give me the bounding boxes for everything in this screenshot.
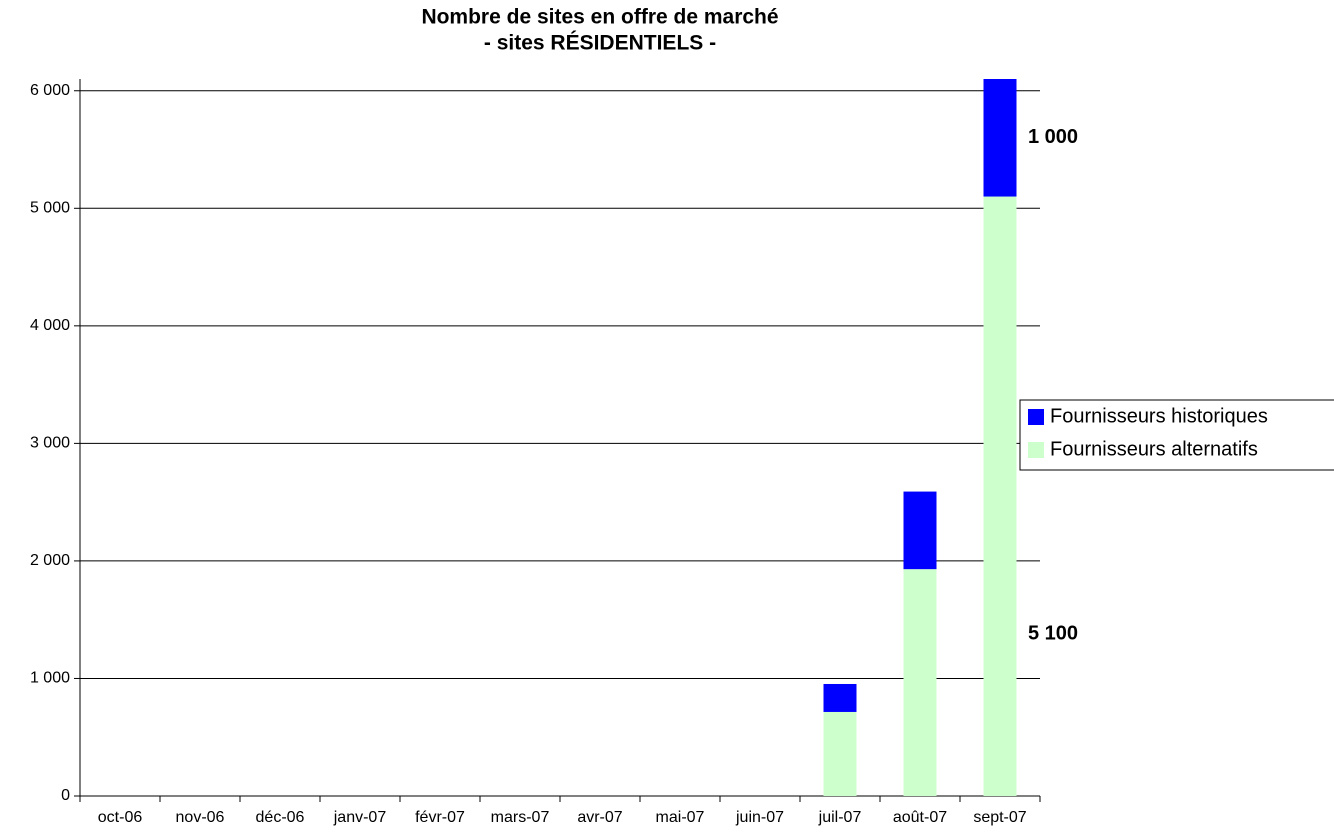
bar-segment (903, 569, 937, 796)
x-tick-label: mai-07 (656, 809, 705, 826)
y-tick-label: 0 (61, 787, 70, 804)
y-tick-label: 5 000 (30, 200, 70, 217)
x-tick-label: déc-06 (256, 809, 305, 826)
y-tick-label: 4 000 (30, 317, 70, 334)
legend-swatch (1028, 409, 1044, 425)
x-tick-label: oct-06 (98, 809, 143, 826)
y-tick-label: 6 000 (30, 82, 70, 99)
legend-box (1019, 399, 1334, 471)
x-tick-label: juin-07 (735, 809, 784, 826)
x-tick-label: janv-07 (333, 809, 387, 826)
legend-swatch (1028, 442, 1044, 458)
y-tick-label: 3 000 (30, 435, 70, 452)
x-tick-label: mars-07 (491, 809, 550, 826)
bar-segment (823, 711, 857, 796)
x-tick-label: févr-07 (415, 809, 465, 826)
bar-segment (903, 491, 937, 570)
legend-label: Fournisseurs alternatifs (1050, 438, 1258, 460)
bar-segment (983, 79, 1017, 197)
chart-title: Nombre de sites en offre de marché (421, 6, 778, 29)
value-label: 1 000 (1028, 126, 1078, 148)
value-label: 5 100 (1028, 622, 1078, 644)
x-tick-label: juil-07 (818, 809, 862, 826)
x-tick-label: nov-06 (176, 809, 225, 826)
x-tick-label: avr-07 (577, 809, 622, 826)
x-tick-label: août-07 (893, 809, 947, 826)
chart-subtitle: - sites RÉSIDENTIELS - (484, 32, 716, 55)
legend-label: Fournisseurs historiques (1050, 405, 1268, 427)
bar-segment (983, 196, 1017, 796)
y-tick-label: 1 000 (30, 670, 70, 687)
x-tick-label: sept-07 (973, 809, 1026, 826)
y-tick-label: 2 000 (30, 552, 70, 569)
bar-segment (823, 683, 857, 712)
